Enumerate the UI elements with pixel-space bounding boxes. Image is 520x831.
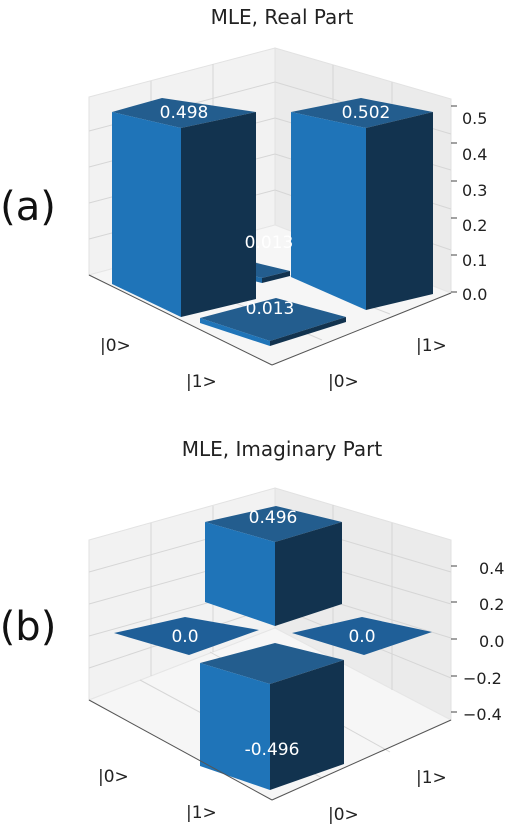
data-labels-b: 0.496 0.0 0.0 -0.496 bbox=[171, 508, 375, 760]
z-tick-a-5: 0.0 bbox=[462, 285, 487, 304]
col-label-a-0: |0> bbox=[328, 372, 359, 392]
data-label-a-11: 0.502 bbox=[342, 103, 391, 123]
z-axis-b: 0.4 0.2 0.0 −0.2 −0.4 bbox=[451, 559, 504, 724]
data-labels-a: 0.498 0.013 0.502 0.013 bbox=[160, 103, 391, 319]
row-label-b-0: |0> bbox=[98, 767, 129, 787]
z-tick-b-3: −0.2 bbox=[463, 669, 502, 688]
bar-b-row1-col1 bbox=[292, 617, 432, 655]
col-label-a-1: |1> bbox=[416, 336, 447, 356]
data-label-b-11: 0.0 bbox=[348, 627, 375, 647]
data-label-b-01: 0.496 bbox=[249, 508, 298, 528]
data-label-a-10: 0.013 bbox=[246, 299, 295, 319]
bar-a-row1-col0 bbox=[200, 298, 346, 346]
col-label-b-1: |1> bbox=[416, 768, 447, 788]
row-label-a-1: |1> bbox=[186, 372, 217, 392]
bar-a-row1-col1 bbox=[291, 98, 433, 310]
z-tick-b-4: −0.4 bbox=[463, 705, 502, 724]
z-tick-a-2: 0.3 bbox=[462, 181, 487, 200]
chart-title-a: MLE, Real Part bbox=[211, 5, 354, 29]
row-label-a-0: |0> bbox=[100, 336, 131, 356]
data-label-a-00: 0.498 bbox=[160, 103, 209, 123]
z-tick-a-1: 0.4 bbox=[462, 145, 487, 164]
z-tick-b-1: 0.2 bbox=[479, 595, 504, 614]
bar-b-row0-col1 bbox=[205, 506, 342, 626]
data-label-a-01: 0.013 bbox=[245, 233, 294, 253]
axis-ticks-a: |0> |1> |0> |1> bbox=[88, 274, 452, 392]
panel-label-a: (a) bbox=[0, 184, 56, 230]
col-label-b-0: |0> bbox=[328, 805, 359, 825]
z-tick-a-0: 0.5 bbox=[462, 109, 487, 128]
bar-a-row0-col0 bbox=[112, 98, 256, 317]
chart-panel-b: MLE, Imaginary Part (b) bbox=[0, 437, 504, 825]
bar-b-row1-col0 bbox=[200, 643, 344, 790]
bar-b-row0-col0 bbox=[114, 617, 259, 655]
z-tick-a-4: 0.1 bbox=[462, 251, 487, 270]
data-label-b-00: 0.0 bbox=[171, 627, 198, 647]
z-tick-a-3: 0.2 bbox=[462, 216, 487, 235]
data-label-b-10: -0.496 bbox=[245, 740, 300, 760]
z-axis-a: 0.5 0.4 0.3 0.2 0.1 0.0 bbox=[451, 105, 487, 304]
z-tick-b-2: 0.0 bbox=[479, 632, 504, 651]
row-label-b-1: |1> bbox=[186, 803, 217, 823]
z-tick-b-0: 0.4 bbox=[479, 559, 504, 578]
panel-label-b: (b) bbox=[0, 604, 56, 650]
axis-ticks-b: |0> |1> |0> |1> bbox=[88, 699, 452, 825]
chart-title-b: MLE, Imaginary Part bbox=[182, 437, 383, 461]
chart-panel-a: MLE, Real Part (a) bbox=[0, 5, 487, 392]
